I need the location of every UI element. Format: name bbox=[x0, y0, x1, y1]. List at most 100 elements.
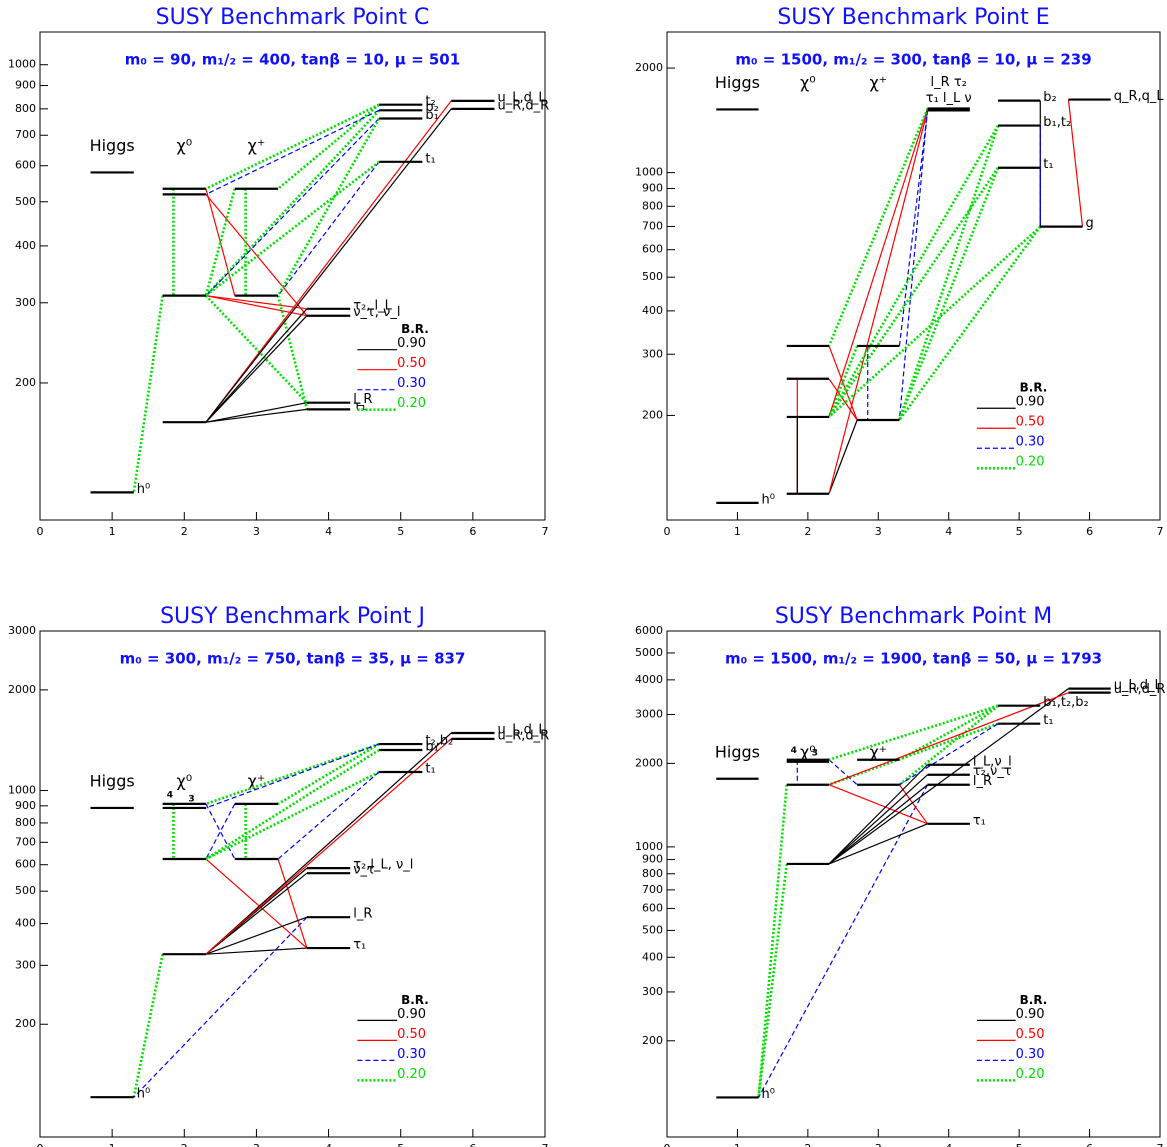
level-label: l_R τ₂ bbox=[931, 75, 967, 90]
decay-line bbox=[828, 823, 928, 865]
y-tick-label: 600 bbox=[15, 858, 36, 871]
level-label: ν_τ bbox=[353, 863, 375, 878]
x-tick-label: 4 bbox=[945, 525, 952, 538]
x-tick-label: 1 bbox=[734, 1142, 741, 1147]
level-label: q_R,q_L bbox=[1114, 89, 1165, 104]
decay-line bbox=[757, 863, 789, 1098]
level-label: 3 bbox=[188, 794, 194, 804]
decay-line bbox=[205, 315, 308, 423]
x-tick-label: 3 bbox=[253, 1142, 260, 1147]
x-tick-label: 7 bbox=[542, 1142, 549, 1147]
decay-line bbox=[205, 103, 380, 190]
decay-line bbox=[205, 803, 236, 860]
chart-subtitle: m₀ = 1500, m₁/₂ = 300, tanβ = 10, μ = 23… bbox=[735, 51, 1091, 69]
x-tick-label: 6 bbox=[1086, 525, 1093, 538]
decay-line bbox=[205, 916, 308, 955]
level-label: 4 bbox=[791, 746, 797, 756]
level-label: h⁰ bbox=[137, 482, 150, 497]
decay-line bbox=[827, 107, 929, 347]
y-tick-label: 700 bbox=[642, 883, 663, 896]
decay-line bbox=[277, 771, 380, 860]
decay-line bbox=[898, 125, 1000, 421]
level-label: l_R bbox=[353, 907, 372, 922]
level-label: b₁ bbox=[425, 108, 438, 123]
y-tick-label: 2000 bbox=[8, 683, 36, 696]
decay-line bbox=[205, 872, 308, 955]
x-tick-label: 6 bbox=[469, 525, 476, 538]
chart-title: SUSY Benchmark Point C bbox=[156, 5, 430, 30]
y-tick-label: 600 bbox=[642, 243, 663, 256]
level-label: b₁,t₂,b₂ bbox=[1043, 695, 1089, 710]
level-label: t₁ bbox=[425, 151, 435, 166]
y-tick-label: 200 bbox=[642, 408, 663, 421]
x-tick-label: 1 bbox=[109, 1142, 116, 1147]
decay-line bbox=[277, 858, 308, 949]
y-tick-label: 300 bbox=[642, 985, 663, 998]
level-label: u_R,d_R bbox=[1114, 682, 1166, 697]
x-tick-label: 3 bbox=[253, 525, 260, 538]
y-tick-label: 400 bbox=[642, 950, 663, 963]
decay-line bbox=[827, 167, 1000, 418]
x-tick-label: 7 bbox=[1157, 1142, 1164, 1147]
legend-label: 0.90 bbox=[1016, 395, 1045, 410]
decay-line bbox=[828, 225, 1042, 418]
decay-line bbox=[1067, 99, 1084, 227]
level-label: τ₂,l_L, ν_l bbox=[353, 858, 413, 873]
y-tick-label: 700 bbox=[15, 835, 36, 848]
level-label: τ₁ bbox=[353, 399, 366, 414]
level-label: t₁ bbox=[425, 762, 435, 777]
level-label: b₂ bbox=[1043, 90, 1056, 105]
y-tick-label: 6000 bbox=[635, 624, 663, 637]
plot-frame bbox=[39, 630, 546, 1138]
level-label: 4 bbox=[167, 790, 173, 800]
decay-line bbox=[205, 109, 380, 195]
decay-line bbox=[205, 408, 308, 423]
column-label: χ⁺ bbox=[869, 73, 887, 92]
legend-label: 0.90 bbox=[397, 1007, 426, 1022]
x-tick-label: 0 bbox=[664, 525, 671, 538]
decay-line bbox=[276, 117, 381, 297]
legend-title: B.R. bbox=[1020, 993, 1048, 1007]
level-label: t₂ bbox=[425, 94, 435, 109]
y-tick-label: 300 bbox=[642, 347, 663, 360]
x-tick-label: 3 bbox=[875, 525, 882, 538]
decay-line bbox=[898, 110, 929, 347]
x-tick-label: 5 bbox=[1016, 525, 1023, 538]
y-tick-label: 900 bbox=[15, 79, 36, 92]
decay-line bbox=[828, 108, 929, 418]
decay-line bbox=[828, 419, 858, 494]
y-tick-label: 2000 bbox=[635, 756, 663, 769]
decay-line bbox=[205, 732, 452, 955]
decay-line bbox=[758, 784, 929, 1098]
y-tick-label: 900 bbox=[15, 799, 36, 812]
plot-frame bbox=[666, 31, 1161, 521]
level-label: u_R,d_R bbox=[498, 728, 550, 743]
y-tick-label: 1000 bbox=[635, 166, 663, 179]
column-label: Higgs bbox=[90, 136, 135, 155]
column-label: Higgs bbox=[90, 771, 135, 790]
decay-line bbox=[204, 294, 308, 404]
x-tick-label: 0 bbox=[37, 525, 44, 538]
plot-frame bbox=[666, 630, 1161, 1138]
level-label: u_L,d_L bbox=[498, 90, 547, 105]
y-tick-label: 900 bbox=[642, 182, 663, 195]
level-label: τ₁ bbox=[973, 813, 986, 828]
y-tick-label: 2000 bbox=[635, 61, 663, 74]
y-tick-label: 300 bbox=[15, 958, 36, 971]
y-tick-label: 1000 bbox=[8, 58, 36, 71]
column-label: χ⁺ bbox=[869, 742, 887, 761]
column-label: χ⁰ bbox=[176, 136, 192, 155]
y-tick-label: 200 bbox=[15, 376, 36, 389]
level-label: u_L,d_L bbox=[498, 723, 547, 738]
legend-label: 0.50 bbox=[397, 1027, 426, 1042]
chart-title: SUSY Benchmark Point J bbox=[160, 604, 425, 629]
legend-title: B.R. bbox=[1020, 381, 1048, 395]
y-tick-label: 400 bbox=[15, 917, 36, 930]
y-tick-label: 700 bbox=[15, 128, 36, 141]
decay-line bbox=[276, 295, 309, 410]
x-tick-label: 4 bbox=[945, 1142, 952, 1147]
decay-line bbox=[828, 704, 999, 761]
level-label: h⁰ bbox=[762, 492, 775, 507]
legend-label: 0.20 bbox=[397, 1067, 426, 1082]
